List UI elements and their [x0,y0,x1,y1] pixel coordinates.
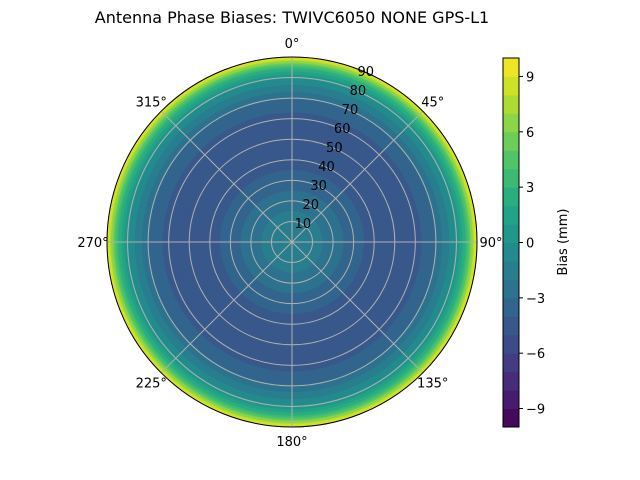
colorbar-tick-label: 3 [526,181,534,196]
colorbar-tick-label: −9 [526,403,545,418]
colorbar-level [503,168,519,188]
zenith-tick-label: 20 [302,198,319,213]
colorbar-level [503,297,519,317]
zenith-tick-label: 90 [358,65,375,80]
colorbar-level [503,390,519,410]
colorbar-level [503,224,519,243]
zenith-tick-label: 60 [334,122,351,137]
grid-spoke [291,110,424,243]
azimuth-tick-label: 225° [136,377,167,392]
azimuth-tick-label: 315° [136,95,167,110]
colorbar-level [503,205,519,225]
colorbar-level [503,58,519,77]
colorbar-level [503,260,519,280]
colorbar-level [503,242,519,262]
colorbar-level [503,371,519,391]
zenith-tick-label: 30 [310,179,327,194]
azimuth-tick-label: 0° [285,37,300,52]
colorbar-level [503,150,519,170]
zenith-tick-label: 50 [326,141,343,156]
azimuth-tick-label: 270° [77,236,108,251]
colorbar-level [503,316,519,336]
colorbar-level [503,187,519,207]
colorbar-tick-label: 6 [526,126,534,141]
zenith-tick-label: 70 [342,103,359,118]
grid-spoke [160,110,293,243]
colorbar-level [503,131,519,151]
grid-spoke [291,241,424,374]
grid-spoke [160,241,293,374]
colorbar-level [503,408,519,428]
colorbar-level [503,113,519,133]
plot-frame [106,56,478,428]
azimuth-tick-label: 180° [276,435,307,450]
colorbar-label: Bias (mm) [556,209,571,276]
azimuth-tick-label: 90° [479,236,502,251]
zenith-tick-label: 80 [350,84,367,99]
zenith-tick-label: 10 [295,217,312,232]
azimuth-tick-label: 45° [421,95,444,110]
chart-title: Antenna Phase Biases: TWIVC6050 NONE GPS… [95,8,489,27]
azimuth-tick-label: 135° [417,377,448,392]
tick-labels: 0° 45° 90° 135° 180° 225° 270° 315° 10 20 30 40 50 60… [77,37,502,450]
colorbar-level [503,76,519,96]
grid [106,56,478,428]
colorbar-level [503,353,519,373]
colorbar-tick-label: −6 [526,347,545,362]
zenith-tick-label: 40 [318,160,335,175]
colorbar-level [503,279,519,299]
colorbar-tick-label: 0 [526,237,534,252]
colorbar-tick-label: −3 [526,292,545,307]
colorbar: −9 −6 −3 0 3 6 9 [502,57,545,428]
colorbar-level [503,94,519,114]
colorbar-tick-label: 9 [526,70,534,85]
colorbar-level [503,334,519,354]
